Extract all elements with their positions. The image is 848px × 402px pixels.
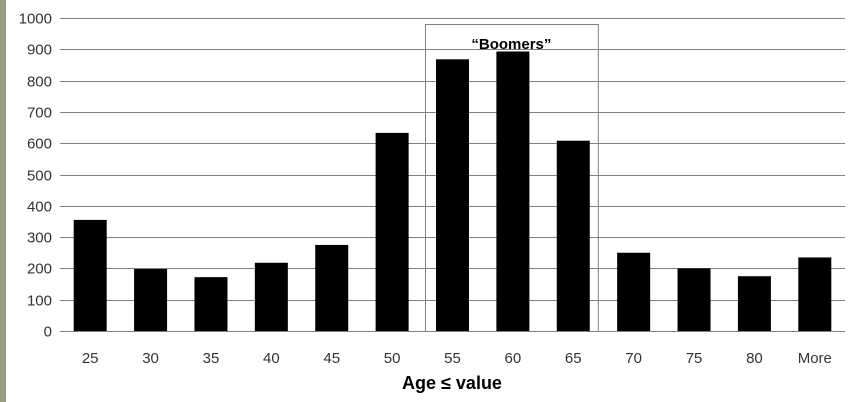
x-tick-label-55: 55 bbox=[444, 350, 461, 367]
y-tick-label-300: 300 bbox=[27, 230, 52, 247]
y-tick-label-0: 0 bbox=[44, 324, 52, 341]
x-tick-label-45: 45 bbox=[323, 350, 340, 367]
y-tick-label-900: 900 bbox=[27, 42, 52, 59]
bar-30 bbox=[134, 269, 168, 331]
x-axis-tick-labels: 25 30 35 40 45 50 55 60 65 70 75 80 More bbox=[82, 350, 832, 367]
x-tick-label-25: 25 bbox=[82, 350, 99, 367]
bar-25 bbox=[73, 219, 107, 331]
x-tick-label-75: 75 bbox=[686, 350, 703, 367]
x-tick-label-35: 35 bbox=[203, 350, 220, 367]
bar-70 bbox=[617, 252, 651, 331]
bar-45 bbox=[315, 244, 349, 331]
bar-40 bbox=[254, 262, 288, 331]
x-tick-label-40: 40 bbox=[263, 350, 280, 367]
bar-75 bbox=[677, 268, 711, 331]
y-tick-label-500: 500 bbox=[27, 168, 52, 185]
bar-60 bbox=[496, 51, 530, 332]
x-tick-label-30: 30 bbox=[142, 350, 159, 367]
y-tick-label-800: 800 bbox=[27, 74, 52, 91]
y-tick-label-700: 700 bbox=[27, 105, 52, 122]
x-tick-label-65: 65 bbox=[565, 350, 582, 367]
bar-65 bbox=[556, 140, 590, 331]
x-tick-label-70: 70 bbox=[625, 350, 642, 367]
bar-55 bbox=[436, 59, 469, 331]
bar-80 bbox=[737, 276, 771, 331]
y-tick-label-400: 400 bbox=[27, 199, 52, 216]
x-tick-label-80: 80 bbox=[746, 350, 763, 367]
bar-more bbox=[798, 257, 832, 331]
x-tick-label-more: More bbox=[798, 350, 832, 367]
bars bbox=[73, 51, 832, 332]
x-axis-title: Age ≤ value bbox=[402, 373, 502, 393]
boomers-annotation: “Boomers” bbox=[471, 36, 551, 53]
y-tick-label-600: 600 bbox=[27, 136, 52, 153]
left-edge-strip bbox=[0, 0, 6, 402]
bar-35 bbox=[194, 277, 228, 331]
y-axis-tick-labels: 0 100 200 300 400 500 600 700 800 900 1000 bbox=[19, 11, 52, 341]
y-tick-label-1000: 1000 bbox=[19, 11, 52, 28]
x-tick-label-50: 50 bbox=[384, 350, 401, 367]
bar-50 bbox=[375, 132, 409, 331]
gridlines bbox=[60, 18, 845, 332]
y-tick-label-200: 200 bbox=[27, 261, 52, 278]
y-tick-label-100: 100 bbox=[27, 293, 52, 310]
boomers-highlight-box bbox=[425, 24, 599, 332]
x-tick-label-60: 60 bbox=[505, 350, 522, 367]
